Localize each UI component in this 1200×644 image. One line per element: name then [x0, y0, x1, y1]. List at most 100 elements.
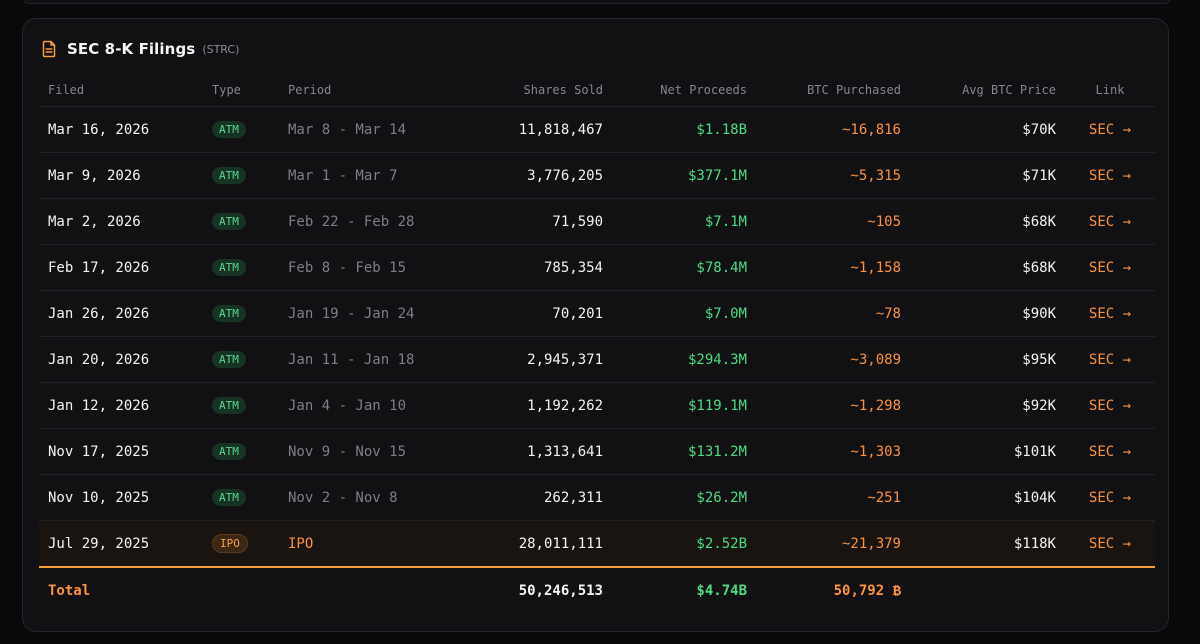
shares-sold: 11,818,467 [439, 106, 612, 153]
type-cell: ATM [203, 382, 279, 429]
column-header-shares-sold[interactable]: Shares Sold [439, 73, 612, 107]
shares-sold: 2,945,371 [439, 336, 612, 383]
type-badge: ATM [212, 397, 246, 414]
type-badge: ATM [212, 259, 246, 276]
sec-filings-card: SEC 8-K Filings (STRC) Filed Type Period… [22, 18, 1169, 632]
column-header-filed[interactable]: Filed [39, 73, 203, 107]
period: Mar 1 - Mar 7 [279, 152, 439, 199]
avg-btc-price: $104K [910, 474, 1065, 521]
filings-table: Filed Type Period Shares Sold Net Procee… [39, 73, 1155, 614]
shares-sold: 71,590 [439, 198, 612, 245]
sec-link[interactable]: SEC → [1065, 382, 1155, 429]
net-proceeds: $7.1M [612, 198, 756, 245]
type-cell: ATM [203, 336, 279, 383]
avg-btc-price: $92K [910, 382, 1065, 429]
table-row: Mar 9, 2026 ATM Mar 1 - Mar 7 3,776,205 … [39, 152, 1155, 199]
shares-sold: 1,313,641 [439, 428, 612, 475]
card-title: SEC 8-K Filings [67, 40, 196, 58]
filed-date: Jan 20, 2026 [39, 336, 203, 383]
net-proceeds: $78.4M [612, 244, 756, 291]
btc-purchased: ~1,158 [756, 244, 910, 291]
type-cell: ATM [203, 244, 279, 291]
total-shares-sold: 50,246,513 [518, 583, 603, 599]
total-net-proceeds: $4.74B [696, 583, 747, 599]
shares-sold: 70,201 [439, 290, 612, 337]
table-row: Jan 20, 2026 ATM Jan 11 - Jan 18 2,945,3… [39, 336, 1155, 383]
type-cell: ATM [203, 428, 279, 475]
shares-sold: 3,776,205 [439, 152, 612, 199]
document-icon [41, 40, 57, 58]
btc-purchased: ~21,379 [756, 520, 910, 568]
net-proceeds: $7.0M [612, 290, 756, 337]
filed-date: Jan 26, 2026 [39, 290, 203, 337]
sec-link[interactable]: SEC → [1065, 520, 1155, 568]
table-row: Mar 2, 2026 ATM Feb 22 - Feb 28 71,590 $… [39, 198, 1155, 245]
net-proceeds: $377.1M [612, 152, 756, 199]
column-header-avg-btc-price[interactable]: Avg BTC Price [910, 73, 1065, 107]
avg-btc-price: $68K [910, 244, 1065, 291]
period: Nov 9 - Nov 15 [279, 428, 439, 475]
sec-link[interactable]: SEC → [1065, 198, 1155, 245]
type-cell: ATM [203, 290, 279, 337]
shares-sold: 262,311 [439, 474, 612, 521]
type-badge: ATM [212, 489, 246, 506]
avg-btc-price: $71K [910, 152, 1065, 199]
type-cell: ATM [203, 474, 279, 521]
shares-sold: 785,354 [439, 244, 612, 291]
table-row: Jan 12, 2026 ATM Jan 4 - Jan 10 1,192,26… [39, 382, 1155, 429]
column-header-link: Link [1065, 73, 1155, 107]
previous-card-edge [22, 0, 1172, 4]
table-row: Nov 10, 2025 ATM Nov 2 - Nov 8 262,311 $… [39, 474, 1155, 521]
card-header: SEC 8-K Filings (STRC) [41, 39, 239, 59]
btc-purchased: ~105 [756, 198, 910, 245]
table-header-row: Filed Type Period Shares Sold Net Procee… [39, 73, 1155, 107]
net-proceeds: $1.18B [612, 106, 756, 153]
period: Mar 8 - Mar 14 [279, 106, 439, 153]
shares-sold: 1,192,262 [439, 382, 612, 429]
type-cell: ATM [203, 106, 279, 153]
filed-date: Feb 17, 2026 [39, 244, 203, 291]
avg-btc-price: $101K [910, 428, 1065, 475]
avg-btc-price: $95K [910, 336, 1065, 383]
filed-date: Nov 10, 2025 [39, 474, 203, 521]
filed-date: Nov 17, 2025 [39, 428, 203, 475]
total-empty-period [279, 567, 439, 614]
total-empty-avg [910, 567, 1065, 614]
period: Jan 4 - Jan 10 [279, 382, 439, 429]
filed-date: Mar 16, 2026 [39, 106, 203, 153]
card-subtitle: (STRC) [202, 43, 240, 56]
type-cell: ATM [203, 152, 279, 199]
table-row: Mar 16, 2026 ATM Mar 8 - Mar 14 11,818,4… [39, 106, 1155, 153]
period: Jan 19 - Jan 24 [279, 290, 439, 337]
btc-purchased: ~1,303 [756, 428, 910, 475]
type-badge: ATM [212, 121, 246, 138]
type-cell: IPO [203, 520, 279, 568]
sec-link[interactable]: SEC → [1065, 474, 1155, 521]
column-header-net-proceeds[interactable]: Net Proceeds [612, 73, 756, 107]
filed-date: Jul 29, 2025 [39, 520, 203, 568]
avg-btc-price: $118K [910, 520, 1065, 568]
column-header-period[interactable]: Period [279, 73, 439, 107]
period: IPO [279, 520, 439, 568]
btc-purchased: ~78 [756, 290, 910, 337]
period: Feb 8 - Feb 15 [279, 244, 439, 291]
avg-btc-price: $68K [910, 198, 1065, 245]
total-label: Total [48, 583, 91, 599]
sec-link[interactable]: SEC → [1065, 244, 1155, 291]
sec-link[interactable]: SEC → [1065, 290, 1155, 337]
type-badge: ATM [212, 443, 246, 460]
sec-link[interactable]: SEC → [1065, 336, 1155, 383]
table-row: Nov 17, 2025 ATM Nov 9 - Nov 15 1,313,64… [39, 428, 1155, 475]
btc-purchased: ~251 [756, 474, 910, 521]
total-btc-purchased: 50,792 ₿ [833, 582, 901, 599]
filed-date: Mar 2, 2026 [39, 198, 203, 245]
sec-link[interactable]: SEC → [1065, 152, 1155, 199]
sec-link[interactable]: SEC → [1065, 106, 1155, 153]
table-row: Feb 17, 2026 ATM Feb 8 - Feb 15 785,354 … [39, 244, 1155, 291]
net-proceeds: $294.3M [612, 336, 756, 383]
sec-link[interactable]: SEC → [1065, 428, 1155, 475]
column-header-btc-purchased[interactable]: BTC Purchased [756, 73, 910, 107]
column-header-type[interactable]: Type [203, 73, 279, 107]
table-row-ipo: Jul 29, 2025 IPO IPO 28,011,111 $2.52B ~… [39, 520, 1155, 568]
type-badge: ATM [212, 213, 246, 230]
